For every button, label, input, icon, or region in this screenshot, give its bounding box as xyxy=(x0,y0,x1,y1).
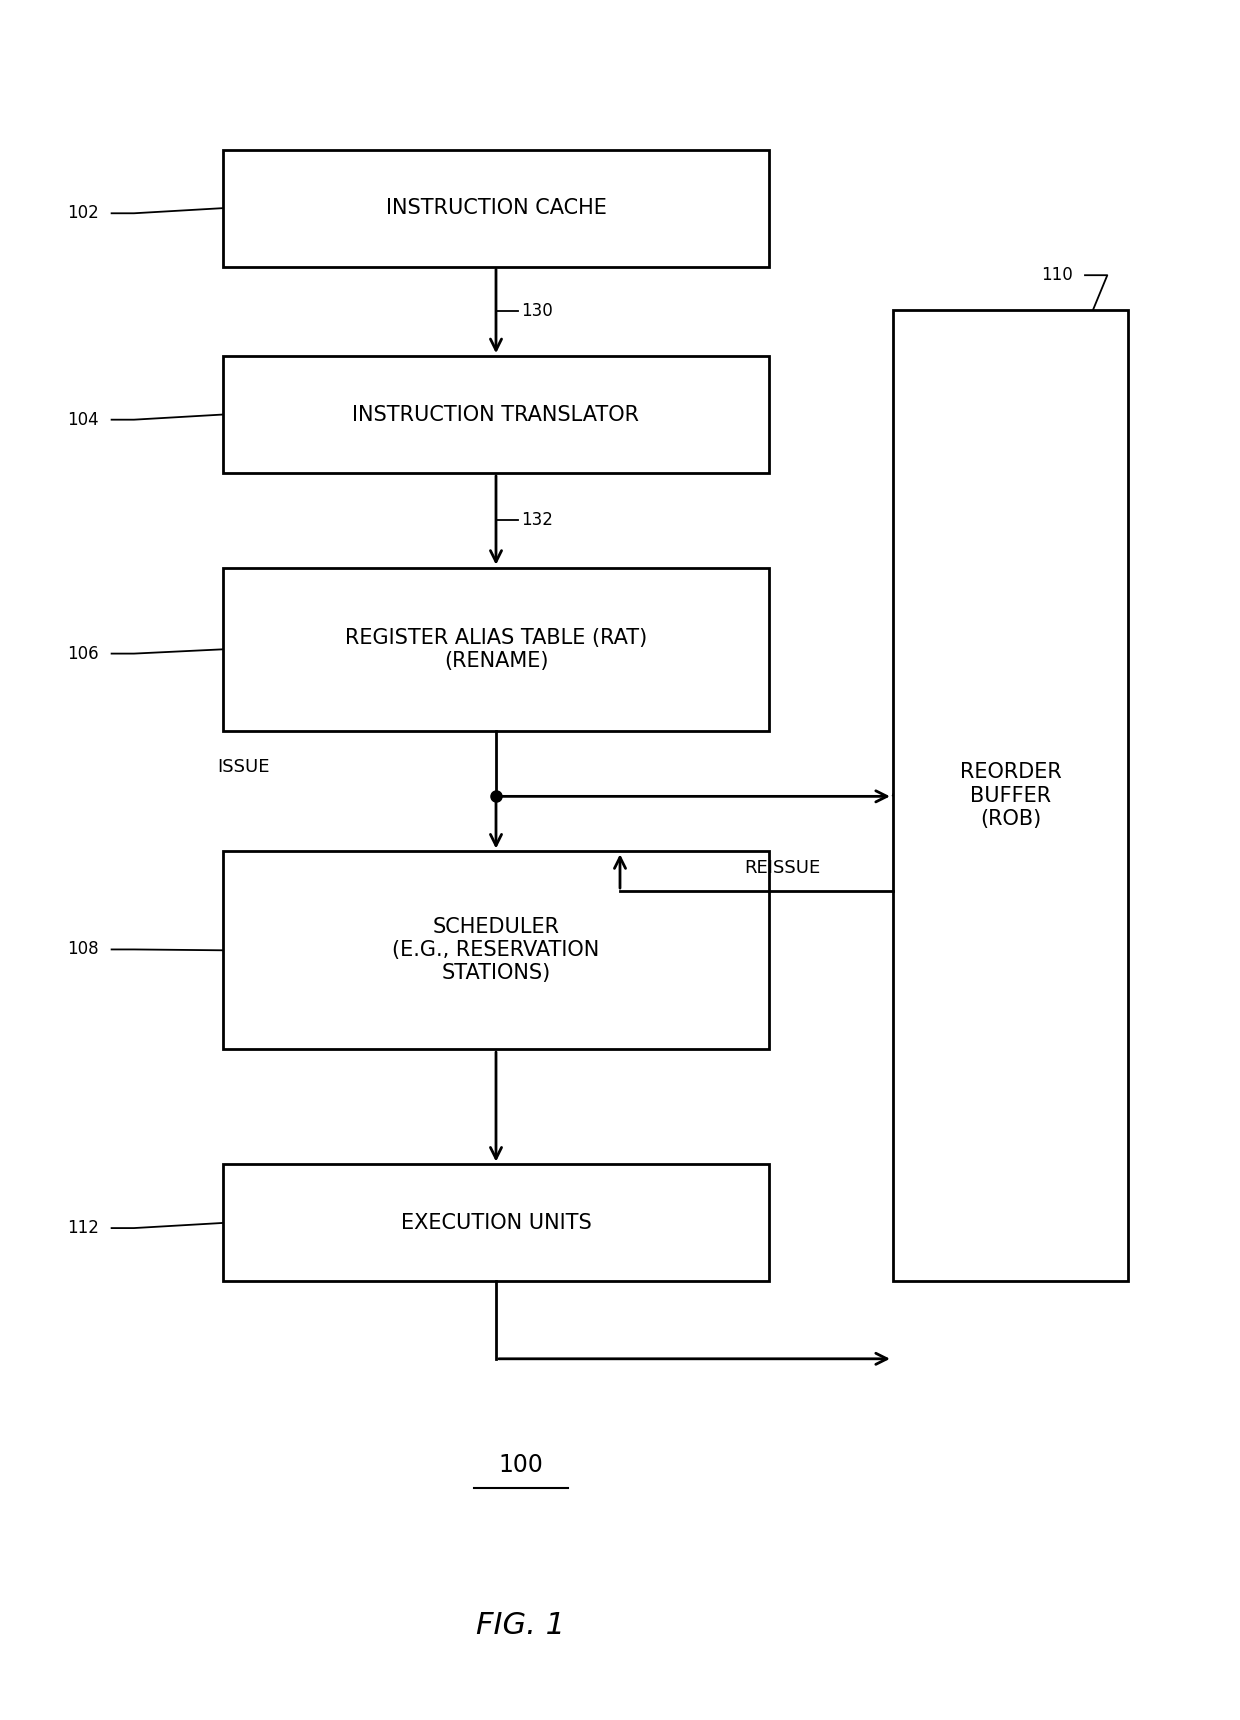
Bar xyxy=(223,1164,769,1281)
Text: 100: 100 xyxy=(498,1453,543,1477)
Bar xyxy=(223,356,769,473)
Text: REORDER
BUFFER
(ROB): REORDER BUFFER (ROB) xyxy=(960,762,1061,829)
Bar xyxy=(223,851,769,1049)
Text: ISSUE: ISSUE xyxy=(217,759,269,776)
Bar xyxy=(223,150,769,267)
Text: SCHEDULER
(E.G., RESERVATION
STATIONS): SCHEDULER (E.G., RESERVATION STATIONS) xyxy=(392,917,600,984)
Text: 132: 132 xyxy=(521,511,553,530)
Text: 106: 106 xyxy=(67,645,99,662)
Text: 102: 102 xyxy=(67,205,99,222)
Text: 112: 112 xyxy=(67,1219,99,1237)
Text: EXECUTION UNITS: EXECUTION UNITS xyxy=(401,1213,591,1233)
Text: REGISTER ALIAS TABLE (RAT)
(RENAME): REGISTER ALIAS TABLE (RAT) (RENAME) xyxy=(345,628,647,671)
Text: INSTRUCTION TRANSLATOR: INSTRUCTION TRANSLATOR xyxy=(352,404,640,425)
Text: 130: 130 xyxy=(521,303,553,320)
Text: 110: 110 xyxy=(1040,267,1073,284)
Text: 108: 108 xyxy=(67,941,99,958)
Bar xyxy=(893,310,1128,1281)
Text: FIG. 1: FIG. 1 xyxy=(476,1612,565,1639)
Text: REISSUE: REISSUE xyxy=(744,860,820,877)
Bar xyxy=(223,568,769,731)
Text: INSTRUCTION CACHE: INSTRUCTION CACHE xyxy=(386,198,606,218)
Text: 104: 104 xyxy=(67,411,99,428)
